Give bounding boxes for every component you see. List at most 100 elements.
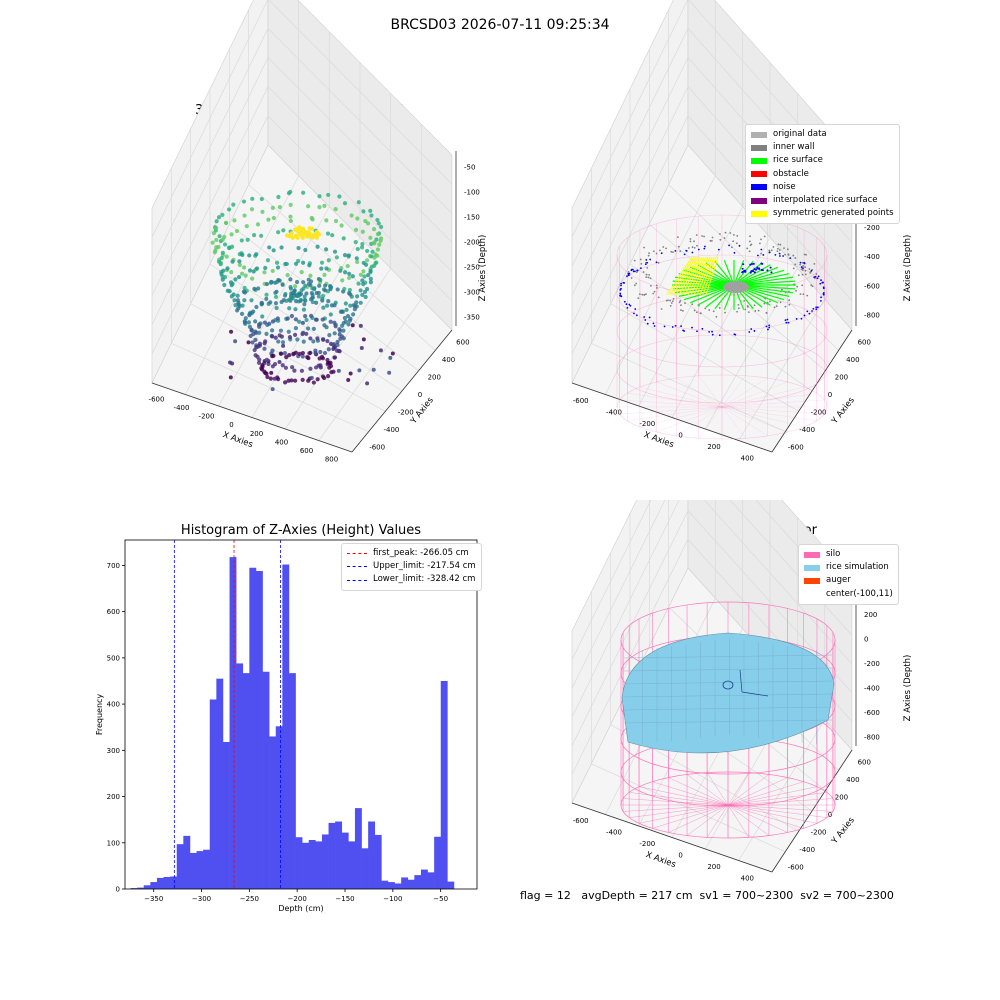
data-point [301, 330, 306, 335]
noise-point [820, 300, 822, 302]
y-tick-label: -200 [811, 408, 827, 416]
data-point [289, 378, 294, 383]
data-point [365, 258, 370, 263]
noise-point [671, 326, 674, 328]
y-tick-label: 600 [456, 339, 469, 347]
z-tick-label: -50 [464, 164, 475, 172]
data-point [337, 327, 342, 332]
wall-point [784, 305, 787, 308]
data-point [293, 325, 299, 331]
silo-wire [706, 772, 729, 806]
auger-line [741, 691, 769, 697]
wall-point [808, 268, 811, 270]
data-point [318, 277, 323, 282]
data-point [335, 287, 340, 292]
noise-point [817, 275, 820, 278]
histogram-bar [434, 836, 442, 889]
noise-point [768, 251, 771, 254]
legend-item: Lower_limit: -328.42 cm [347, 573, 476, 586]
legend-item: auger [804, 574, 893, 587]
y-tick-label: 600 [858, 339, 871, 347]
noise-point [625, 303, 628, 306]
data-point [216, 259, 222, 264]
data-point [348, 292, 353, 297]
legend-swatch [751, 144, 767, 151]
data-point [287, 334, 293, 340]
data-point [233, 339, 238, 344]
legend-swatch [804, 591, 820, 597]
data-point [300, 350, 305, 356]
rice-mesh-line [623, 706, 833, 711]
data-point [284, 354, 289, 360]
wall-point [693, 246, 696, 249]
symmetric-point-line [675, 256, 699, 296]
noise-point [626, 306, 629, 309]
data-point [272, 376, 277, 381]
legend-swatch [751, 184, 767, 191]
noise-point [784, 319, 787, 322]
data-point [360, 229, 365, 234]
data-point [236, 274, 242, 280]
data-point [362, 289, 368, 294]
legend-swatch [751, 197, 767, 204]
data-point [332, 249, 338, 254]
silo-wire [727, 792, 827, 806]
noise-point [820, 279, 822, 282]
data-point [240, 271, 245, 276]
wall-point [792, 254, 795, 257]
wall-point [662, 246, 665, 248]
data-point [256, 286, 261, 291]
wall-point [670, 250, 673, 253]
wall-point [750, 243, 753, 246]
data-point [247, 324, 252, 329]
silo-wire [656, 381, 723, 408]
wall-point [744, 308, 747, 311]
noise-point [619, 292, 622, 295]
z-tick-label: -200 [464, 239, 480, 247]
wall-point [796, 285, 799, 288]
data-point [229, 244, 235, 249]
data-point [288, 214, 293, 219]
wall-point [729, 232, 732, 234]
data-point [320, 356, 326, 361]
z-tick-label: -100 [464, 189, 480, 197]
legend-item: noise [751, 181, 894, 194]
data-point [341, 236, 346, 241]
data-point [365, 248, 370, 254]
wall-point [712, 310, 715, 313]
noise-point [762, 254, 765, 256]
data-point [287, 306, 292, 311]
data-point [242, 213, 247, 218]
noise-point [631, 268, 634, 271]
histogram-bar [368, 821, 376, 889]
noise-point [628, 303, 631, 306]
noise-point [819, 282, 822, 285]
silo-wire [727, 772, 750, 806]
silo-wire [686, 804, 729, 836]
data-point [264, 296, 269, 301]
z-tick-label: -200 [864, 224, 880, 232]
data-point [288, 218, 294, 224]
data-point [242, 298, 247, 303]
y-tick-label: 100 [107, 839, 120, 847]
noise-point [750, 270, 753, 273]
wall-point [689, 238, 692, 240]
legend-item: inner wall [751, 141, 894, 154]
data-point [360, 278, 365, 283]
data-point [239, 311, 245, 316]
wall-point [693, 309, 696, 312]
grid-line [571, 500, 652, 660]
wall-point [655, 284, 658, 287]
noise-point [685, 250, 688, 252]
wall-point [802, 264, 805, 267]
histogram-bar [447, 881, 455, 889]
noise-point [648, 316, 651, 319]
noise-point [620, 287, 622, 290]
histogram-bar [420, 869, 428, 889]
data-point [268, 376, 273, 381]
data-point [309, 375, 314, 380]
noise-point [683, 253, 686, 256]
data-point [293, 261, 299, 266]
data-point [324, 303, 330, 308]
data-point [333, 218, 339, 224]
